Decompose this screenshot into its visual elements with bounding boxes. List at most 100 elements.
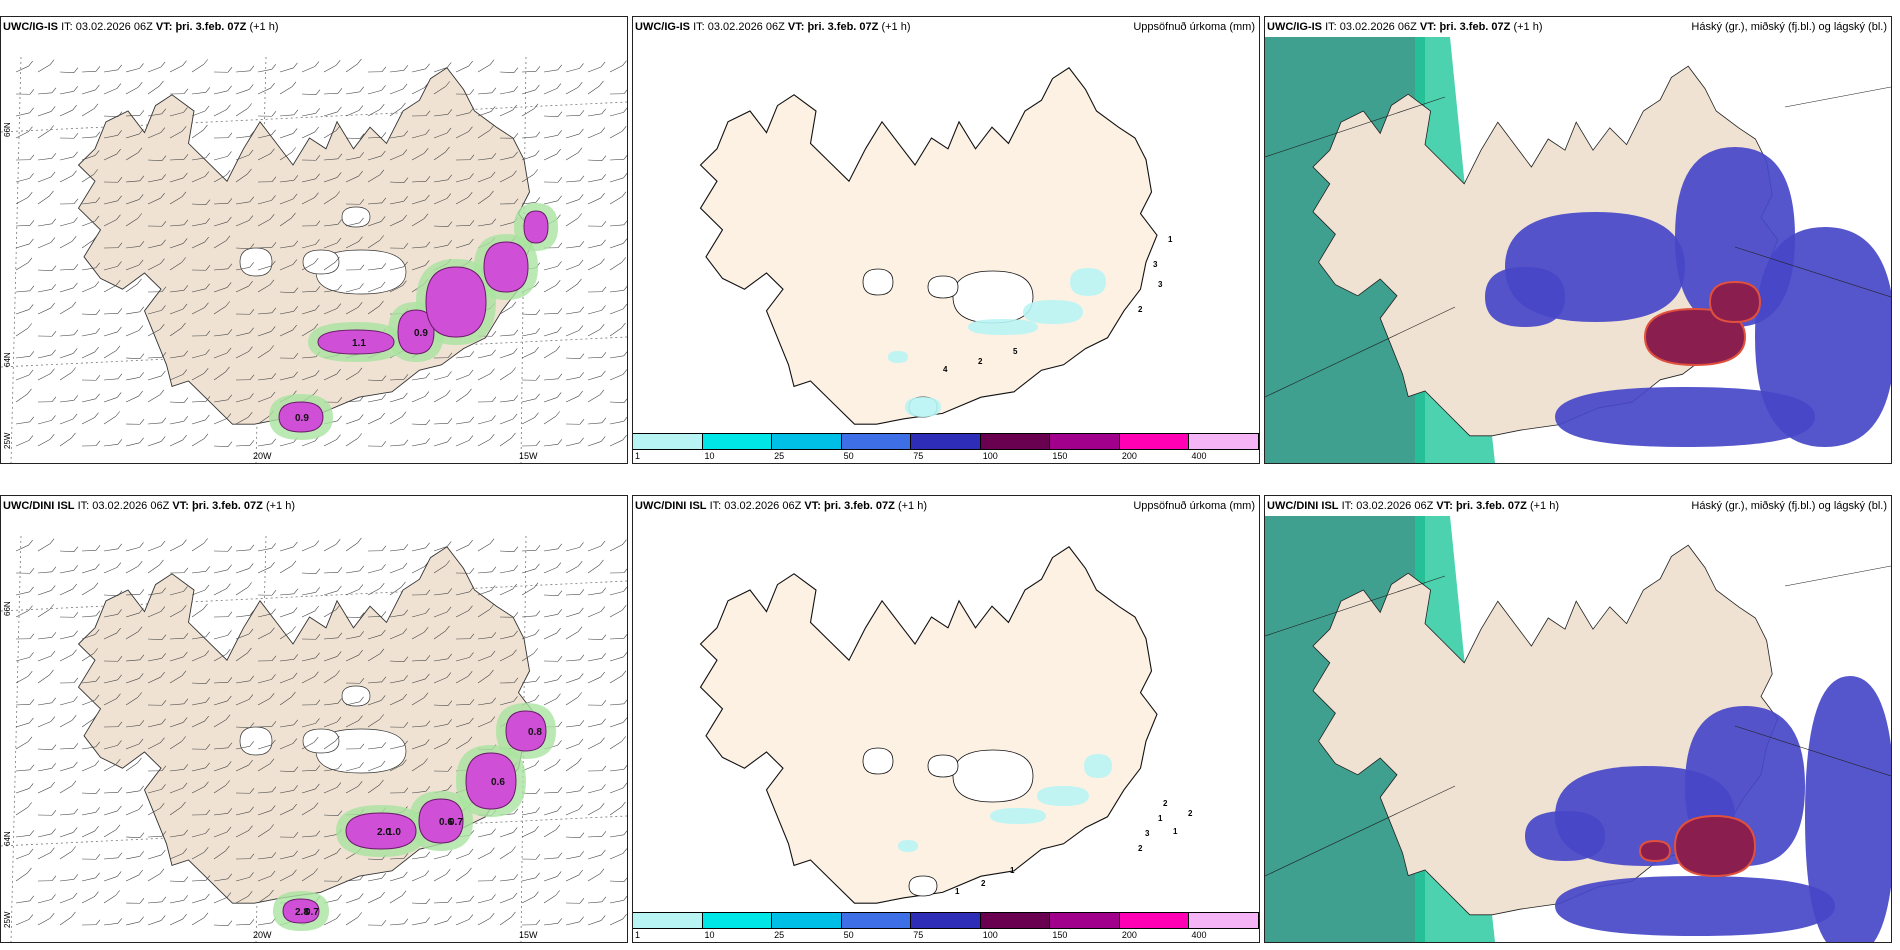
wind-barb bbox=[191, 372, 205, 381]
wind-barb-flag bbox=[469, 586, 474, 593]
wind-barb bbox=[191, 176, 206, 183]
wind-barb bbox=[279, 245, 294, 249]
wind-barb-flag bbox=[139, 241, 145, 247]
precip-amount-label: 2 bbox=[978, 357, 983, 366]
wind-barb bbox=[59, 916, 72, 926]
wind-barb bbox=[103, 829, 117, 838]
precip-heavy-area bbox=[345, 812, 417, 850]
wind-barb-flag bbox=[468, 539, 473, 546]
wind-barb-flag bbox=[447, 653, 453, 659]
wind-barb-flag bbox=[577, 213, 582, 219]
wind-barb-flag bbox=[71, 846, 76, 852]
wind-barb bbox=[477, 852, 491, 860]
wind-barb bbox=[543, 378, 558, 381]
boundary-line bbox=[1265, 96, 1446, 158]
wind-barb bbox=[301, 723, 316, 728]
glacier bbox=[862, 747, 894, 775]
wind-barb bbox=[411, 875, 426, 882]
wind-barb-flag bbox=[139, 832, 145, 838]
wind-barb-flag bbox=[73, 133, 79, 139]
wind-barb bbox=[609, 224, 624, 227]
wind-barb bbox=[499, 588, 513, 596]
wind-barb-flag bbox=[403, 544, 409, 550]
wind-barb bbox=[587, 66, 602, 73]
glacier bbox=[927, 275, 959, 299]
wind-barb-flag bbox=[247, 168, 252, 175]
wind-barb bbox=[433, 565, 446, 574]
wind-barb-flag bbox=[28, 435, 34, 441]
wind-barb-flag bbox=[249, 262, 254, 268]
wind-barb-flag bbox=[160, 61, 166, 68]
wind-barb bbox=[521, 830, 535, 838]
graticule-line bbox=[10, 535, 22, 942]
wind-barb-flag bbox=[204, 368, 209, 374]
wind-barb-flag bbox=[425, 739, 430, 745]
wind-barb bbox=[477, 590, 492, 596]
wind-barb-flag bbox=[117, 674, 122, 681]
wind-barb-flag bbox=[117, 871, 122, 877]
wind-barb bbox=[59, 71, 74, 74]
wind-barb bbox=[169, 177, 184, 183]
wind-barb-flag bbox=[623, 651, 627, 658]
wind-barb bbox=[59, 897, 74, 904]
wind-barb-flag bbox=[425, 542, 430, 549]
wind-barb-flag bbox=[403, 609, 409, 615]
wind-barb-flag bbox=[73, 198, 79, 204]
wind-barb-flag bbox=[622, 369, 627, 375]
wind-barb-flag bbox=[513, 348, 518, 354]
wind-barb-flag bbox=[227, 67, 233, 73]
wind-barb bbox=[455, 544, 469, 552]
wind-barb-flag bbox=[468, 671, 473, 677]
wind-barb-flag bbox=[117, 439, 123, 445]
wind-barb-flag bbox=[337, 88, 343, 94]
wind-barb bbox=[103, 614, 118, 618]
wind-barb-flag bbox=[535, 919, 541, 925]
mid-cloud-area bbox=[1525, 811, 1605, 861]
wind-barb-flag bbox=[579, 306, 585, 312]
wind-barb bbox=[81, 239, 94, 249]
wind-barb bbox=[609, 741, 622, 750]
wind-barb-flag bbox=[469, 568, 475, 574]
wind-barb bbox=[345, 898, 360, 904]
wind-barb bbox=[15, 224, 30, 227]
wind-barb-flag bbox=[95, 788, 101, 794]
wind-barb bbox=[587, 422, 602, 425]
wind-barb-flag bbox=[490, 847, 495, 853]
wind-barb bbox=[367, 305, 380, 315]
wind-barb bbox=[323, 196, 336, 205]
wind-barb bbox=[477, 721, 492, 728]
wind-barb-flag bbox=[358, 781, 363, 787]
wind-barb bbox=[543, 312, 558, 315]
wind-barb-flag bbox=[249, 919, 255, 925]
wind-barb bbox=[477, 571, 492, 574]
wind-barb bbox=[169, 544, 183, 552]
wind-barb-flag bbox=[95, 197, 101, 203]
wind-barb-flag bbox=[95, 629, 100, 635]
wind-barb bbox=[37, 111, 52, 117]
wind-barb-flag bbox=[359, 696, 364, 703]
wind-barb-flag bbox=[359, 264, 365, 270]
wind-barb-flag bbox=[139, 654, 145, 660]
wind-barb bbox=[521, 417, 535, 425]
wind-barb bbox=[433, 422, 448, 425]
wind-barb-flag bbox=[623, 764, 627, 770]
wind-barb-flag bbox=[248, 694, 254, 700]
wind-barb-flag bbox=[183, 416, 188, 422]
wind-barb-flag bbox=[622, 539, 627, 545]
wind-barb-flag bbox=[227, 132, 233, 138]
wind-barb bbox=[103, 378, 118, 381]
wind-barb-flag bbox=[336, 237, 342, 244]
wind-barb-flag bbox=[161, 896, 167, 902]
wind-barb bbox=[125, 547, 140, 552]
wind-barb-flag bbox=[403, 439, 409, 445]
wind-barb-flag bbox=[579, 437, 584, 444]
wind-barb bbox=[235, 811, 250, 816]
wind-barb-flag bbox=[205, 199, 211, 205]
wind-barb bbox=[609, 327, 622, 337]
wind-barb-flag bbox=[73, 677, 79, 683]
wind-barb bbox=[257, 856, 272, 860]
wind-barb-flag bbox=[447, 371, 452, 377]
boundary-line bbox=[1734, 246, 1891, 298]
wind-barb bbox=[169, 439, 183, 447]
wind-barb-flag bbox=[161, 700, 167, 706]
